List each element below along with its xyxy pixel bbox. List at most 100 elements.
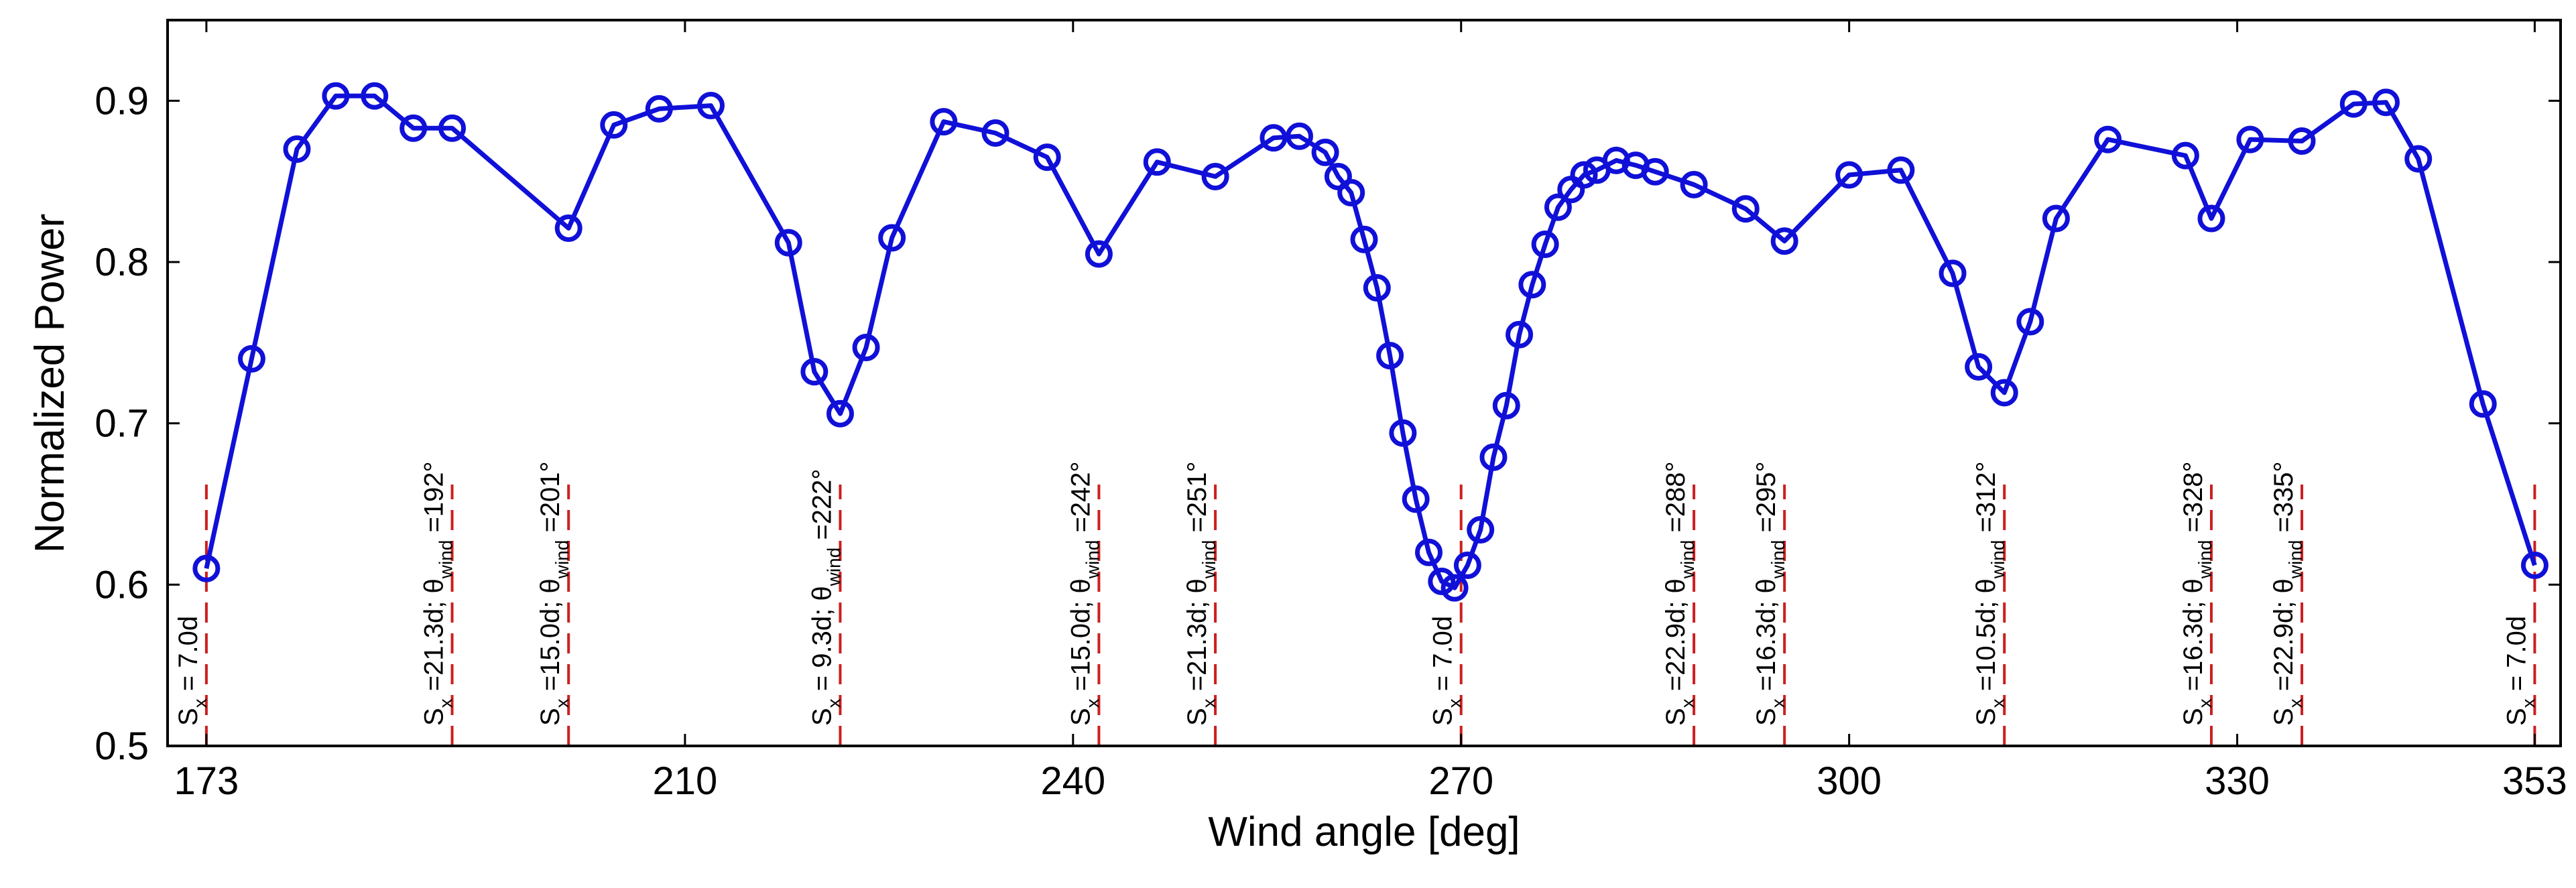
annotation-label: Sx =16.3d; θwind =295° bbox=[1752, 461, 1788, 726]
data-point bbox=[2236, 125, 2264, 153]
x-tick-label: 210 bbox=[653, 759, 718, 803]
data-point bbox=[2016, 308, 2044, 336]
y-tick-label: 0.8 bbox=[95, 241, 149, 284]
data-point bbox=[2171, 141, 2199, 170]
annotation-text: =242° bbox=[1066, 461, 1095, 540]
data-point bbox=[192, 554, 221, 582]
data-point bbox=[1350, 225, 1378, 253]
data-point bbox=[1570, 161, 1598, 189]
data-point bbox=[2288, 127, 2316, 155]
annotation-text: =312° bbox=[1971, 461, 2001, 540]
annotation-text: = 7.0d bbox=[174, 616, 203, 698]
x-tick-label: 353 bbox=[2502, 759, 2567, 803]
data-point bbox=[1324, 162, 1352, 190]
annotation-subscript: wind bbox=[436, 540, 456, 580]
y-tick-label: 0.9 bbox=[95, 79, 149, 123]
data-point bbox=[400, 114, 428, 142]
y-tick-label: 0.5 bbox=[95, 724, 149, 768]
data-point bbox=[1467, 516, 1495, 544]
annotation-label: Sx =21.3d; θwind =192° bbox=[420, 461, 456, 726]
data-point bbox=[2094, 125, 2122, 153]
data-point bbox=[1201, 162, 1229, 190]
annotation-subscript: x bbox=[823, 698, 844, 708]
data-point bbox=[283, 135, 311, 164]
y-tick-label: 0.6 bbox=[95, 563, 149, 607]
data-point bbox=[1835, 161, 1863, 189]
annotation-text: =10.5d; θ bbox=[1971, 578, 2001, 698]
data-point bbox=[1492, 391, 1520, 420]
data-point bbox=[2042, 204, 2070, 233]
data-point bbox=[1531, 231, 1559, 259]
annotation-text: S bbox=[1661, 708, 1691, 726]
annotation-text: =16.3d; θ bbox=[1752, 578, 1781, 698]
data-point bbox=[554, 214, 582, 242]
data-point bbox=[2520, 551, 2549, 579]
data-point bbox=[1414, 538, 1443, 566]
annotation-subscript: x bbox=[2285, 698, 2306, 708]
data-point bbox=[1731, 195, 1760, 223]
data-point bbox=[438, 114, 467, 142]
data-point bbox=[1641, 157, 1669, 186]
annotation-text: S bbox=[174, 708, 203, 726]
x-tick-label: 330 bbox=[2205, 759, 2270, 803]
data-point bbox=[361, 82, 389, 110]
annotation-subscript: x bbox=[190, 698, 210, 708]
annotation-text: =192° bbox=[420, 461, 449, 540]
annotation-text: S bbox=[1182, 708, 1212, 726]
data-point bbox=[600, 111, 628, 139]
annotation-text: =15.0d; θ bbox=[1066, 578, 1095, 698]
annotation-subscript: x bbox=[1677, 698, 1698, 708]
annotation-text: =22.9d; θ bbox=[1661, 578, 1691, 698]
annotation-subscript: wind bbox=[823, 548, 844, 587]
data-point bbox=[826, 399, 854, 428]
data-point bbox=[878, 224, 906, 252]
annotation-text: =288° bbox=[1661, 461, 1691, 540]
annotation-subscript: wind bbox=[1987, 540, 2008, 580]
x-tick-label: 173 bbox=[174, 759, 239, 803]
data-point bbox=[2339, 90, 2368, 118]
data-point bbox=[1770, 227, 1798, 255]
annotation-subscript: x bbox=[1445, 698, 1465, 708]
annotation-text: S bbox=[2269, 708, 2298, 726]
data-point bbox=[1990, 379, 2018, 407]
annotation-text: S bbox=[1752, 708, 1781, 726]
plot-frame bbox=[166, 19, 2562, 747]
annotation-subscript: x bbox=[2195, 698, 2215, 708]
annotation-text: S bbox=[536, 708, 565, 726]
x-tick-label: 270 bbox=[1428, 759, 1493, 803]
annotation-label: Sx =15.0d; θwind =242° bbox=[1066, 461, 1103, 726]
data-point bbox=[1376, 342, 1404, 370]
annotation-text: =328° bbox=[2179, 461, 2208, 540]
data-point bbox=[800, 358, 829, 386]
annotation-label: Sx =22.9d; θwind =335° bbox=[2269, 461, 2306, 726]
data-point bbox=[1680, 170, 1708, 198]
series-layer bbox=[192, 82, 2549, 602]
x-tick-label: 300 bbox=[1817, 759, 1882, 803]
annotation-text: S bbox=[2179, 708, 2208, 726]
data-point bbox=[852, 334, 880, 362]
annotation-text: =21.3d; θ bbox=[1182, 578, 1212, 698]
annotation-label: Sx =16.3d; θwind =328° bbox=[2179, 461, 2215, 726]
data-point bbox=[981, 119, 1009, 147]
data-point bbox=[1965, 353, 1993, 381]
annotation-text: = 7.0d bbox=[2502, 616, 2531, 698]
annotation-subscript: wind bbox=[2285, 540, 2306, 580]
data-point bbox=[1286, 122, 1314, 150]
annotation-label: Sx = 9.3d; θwind =222° bbox=[807, 469, 844, 726]
annotation-subscript: x bbox=[2518, 698, 2538, 708]
annotation-text: S bbox=[807, 708, 837, 726]
annotation-text: =222° bbox=[807, 469, 837, 548]
annotation-text: = 7.0d bbox=[1428, 616, 1458, 698]
data-point bbox=[1260, 124, 1288, 152]
annotation-text: S bbox=[1971, 708, 2001, 726]
data-point bbox=[1479, 443, 1508, 471]
annotation-subscript: wind bbox=[1199, 540, 1219, 580]
annotation-label: Sx =22.9d; θwind =288° bbox=[1661, 461, 1698, 726]
annotation-label: Sx = 7.0d bbox=[174, 616, 210, 726]
data-point bbox=[2372, 88, 2400, 117]
data-point bbox=[1544, 193, 1572, 221]
data-point bbox=[696, 92, 725, 120]
